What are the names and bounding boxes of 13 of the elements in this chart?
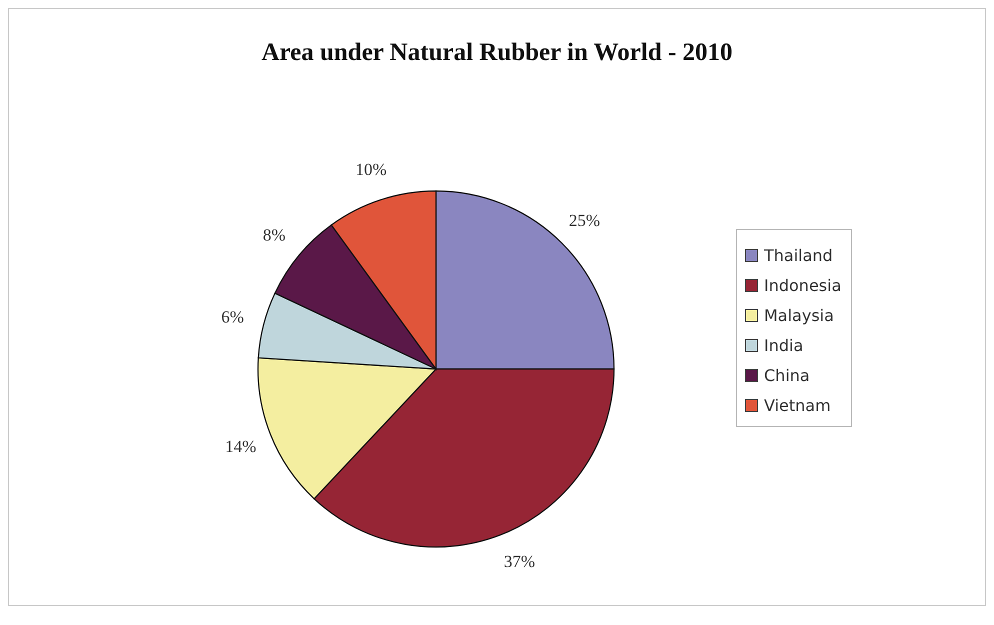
data-label: 14% [225,436,256,456]
legend-label: India [764,336,804,354]
legend-label: China [764,366,810,384]
data-label: 10% [356,160,387,179]
data-label: 25% [568,211,600,230]
data-label: 8% [262,226,286,245]
data-label: 37% [504,552,535,572]
legend-label: Thailand [764,246,833,264]
legend-label: Malaysia [764,306,834,324]
data-label: 6% [221,307,244,326]
legend-label: Vietnam [764,396,831,414]
chart-title: Area under Natural Rubber in World - 2010 [260,39,734,67]
legend-label: Indonesia [764,276,842,294]
